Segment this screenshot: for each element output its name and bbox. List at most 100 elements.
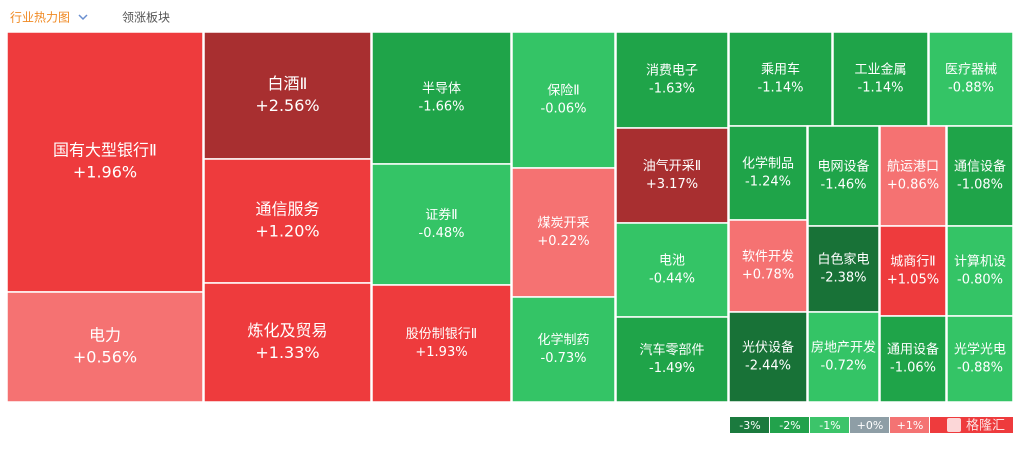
- tile: [946, 315, 1014, 403]
- legend-swatch: [770, 417, 809, 433]
- watermark: 格隆汇: [966, 418, 1005, 434]
- tile-value: +1.05%: [887, 273, 939, 288]
- tile-value: -1.46%: [821, 178, 867, 193]
- tile-value: -1.06%: [890, 361, 936, 376]
- tile: [728, 125, 808, 221]
- tile: [6, 31, 204, 293]
- tile-value: -0.88%: [948, 81, 994, 96]
- tile-label: 电力: [89, 325, 121, 344]
- tile-label: 城商行Ⅱ: [890, 254, 935, 269]
- tile: [511, 31, 616, 169]
- tile: [807, 125, 880, 227]
- tile: [371, 284, 512, 403]
- legend-swatch: [850, 417, 889, 433]
- tile-value: -0.06%: [541, 102, 587, 117]
- tile: [203, 31, 372, 160]
- tile-label: 煤炭开采: [537, 216, 589, 231]
- tile: [807, 225, 880, 313]
- tab-chevron[interactable]: [78, 14, 88, 21]
- tile-label: 汽车零部件: [639, 342, 704, 358]
- tile-value: +2.56%: [255, 96, 319, 115]
- tile-value: +0.78%: [742, 268, 794, 283]
- watermark-icon: [947, 418, 961, 432]
- tile: [371, 31, 512, 165]
- tile-label: 航运港口: [887, 158, 939, 174]
- tile-value: +0.56%: [73, 348, 137, 367]
- tile: [879, 225, 947, 317]
- tile: [203, 282, 372, 403]
- tile: [371, 163, 512, 286]
- legend-label: -2%: [779, 419, 800, 432]
- tile-value: -1.14%: [758, 81, 804, 96]
- tile: [728, 31, 833, 127]
- tile-label: 保险Ⅱ: [547, 83, 579, 98]
- tile-label: 白酒Ⅱ: [268, 74, 308, 93]
- tile-value: -1.49%: [649, 361, 695, 376]
- tile: [946, 225, 1014, 317]
- legend-label: -1%: [819, 419, 840, 432]
- tile-label: 股份制银行Ⅱ: [406, 327, 477, 342]
- legend-swatch: [730, 417, 769, 433]
- legend-label: +0%: [857, 419, 884, 432]
- tile-value: -2.38%: [821, 271, 867, 286]
- tile-label: 证券Ⅱ: [425, 207, 457, 223]
- tile-label: 油气开采Ⅱ: [643, 158, 701, 174]
- tile-value: +3.17%: [646, 177, 698, 192]
- tile: [615, 31, 729, 129]
- tile-value: -0.72%: [821, 359, 867, 374]
- tile-value: -0.44%: [649, 272, 695, 287]
- tile-value: -1.66%: [419, 100, 465, 115]
- tile-label: 计算机设: [954, 254, 1006, 269]
- tile: [511, 296, 616, 403]
- tile-value: -1.63%: [649, 82, 695, 97]
- tile-label: 白色家电: [817, 251, 869, 267]
- tile-label: 通信服务: [255, 199, 319, 218]
- tile-value: +1.96%: [73, 163, 137, 182]
- tile: [511, 167, 616, 298]
- legend-swatch: [890, 417, 929, 433]
- tile-value: -0.88%: [957, 361, 1003, 376]
- tile: [728, 219, 808, 313]
- tile-label: 乘用车: [761, 61, 800, 77]
- tile-value: -1.08%: [957, 178, 1003, 193]
- tile: [615, 127, 729, 224]
- tile-label: 消费电子: [646, 63, 698, 78]
- tile-label: 光学光电: [954, 341, 1006, 357]
- tile-label: 通用设备: [887, 341, 939, 357]
- tile-label: 电池: [659, 253, 685, 268]
- tab[interactable]: 领涨板块: [122, 10, 170, 25]
- tile-value: -1.14%: [858, 81, 904, 96]
- tile-value: -2.44%: [745, 359, 791, 374]
- tile-value: -0.80%: [957, 273, 1003, 288]
- tile: [6, 291, 204, 403]
- tile: [832, 31, 929, 127]
- tile: [728, 311, 808, 403]
- tile-label: 化学制药: [537, 332, 589, 348]
- tile-label: 软件开发: [742, 248, 794, 264]
- tile-value: +1.93%: [415, 345, 467, 360]
- tile: [879, 125, 947, 227]
- legend-label: -3%: [739, 419, 760, 432]
- tile-label: 通信设备: [954, 158, 1006, 174]
- tab-active[interactable]: 行业热力图: [10, 11, 70, 25]
- tile-value: +0.22%: [537, 234, 589, 249]
- tile-label: 半导体: [422, 81, 461, 96]
- tile-label: 医疗器械: [945, 62, 997, 77]
- tile-label: 光伏设备: [742, 339, 794, 355]
- tile-value: -0.73%: [541, 351, 587, 366]
- tile: [946, 125, 1014, 227]
- tile: [203, 158, 372, 284]
- tile-label: 炼化及贸易: [247, 321, 327, 340]
- tile-label: 工业金属: [854, 61, 906, 77]
- legend-label: +1%: [897, 419, 924, 432]
- tile-value: -0.48%: [419, 226, 465, 241]
- tile-label: 化学制品: [742, 155, 794, 171]
- legend-swatch: [810, 417, 849, 433]
- tile-label: 电网设备: [817, 158, 869, 174]
- tile-value: +1.33%: [255, 343, 319, 362]
- tile: [615, 316, 729, 403]
- tile-label: 国有大型银行Ⅱ: [53, 140, 157, 159]
- tile: [615, 222, 729, 318]
- tile: [879, 315, 947, 403]
